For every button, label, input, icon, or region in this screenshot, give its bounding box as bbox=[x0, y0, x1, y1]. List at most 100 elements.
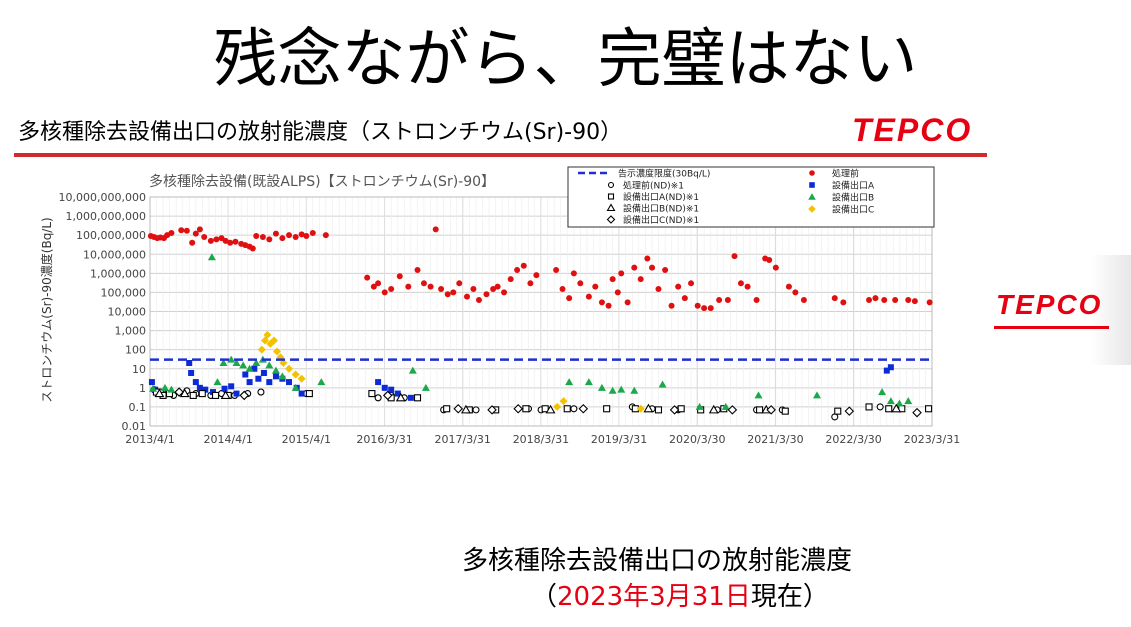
data-point bbox=[432, 226, 439, 233]
data-point bbox=[189, 239, 196, 246]
decorative-shade bbox=[1090, 255, 1131, 365]
legend-label: 設備出口A(ND)※1 bbox=[623, 191, 699, 203]
data-point bbox=[737, 280, 744, 287]
data-point bbox=[245, 364, 254, 372]
legend-label: 設備出口A bbox=[832, 180, 875, 192]
data-point bbox=[405, 283, 412, 290]
data-point bbox=[278, 372, 287, 380]
data-point bbox=[232, 359, 241, 367]
data-point bbox=[812, 391, 821, 399]
data-point bbox=[189, 391, 197, 399]
data-point bbox=[584, 378, 593, 386]
data-point bbox=[374, 394, 382, 402]
data-point bbox=[273, 347, 282, 356]
data-point bbox=[541, 405, 549, 413]
y-tick-label: 10 bbox=[132, 363, 146, 376]
date-highlight: 2023年3月31日 bbox=[557, 582, 751, 612]
data-point bbox=[394, 390, 401, 397]
data-point bbox=[221, 385, 228, 392]
data-point bbox=[265, 361, 274, 369]
x-tick-label: 2018/3/31 bbox=[513, 433, 569, 446]
legend-swatch bbox=[607, 181, 615, 189]
data-point bbox=[178, 227, 185, 234]
data-point bbox=[253, 233, 260, 240]
chart-title: 多核種除去設備(既設ALPS)【ストロンチウム(Sr)-90】 bbox=[149, 173, 495, 190]
data-point bbox=[222, 237, 229, 244]
x-tick-label: 2013/4/1 bbox=[125, 433, 174, 446]
data-point bbox=[522, 405, 530, 413]
data-point bbox=[285, 364, 294, 373]
data-point bbox=[388, 286, 395, 293]
data-point bbox=[701, 305, 708, 312]
data-point bbox=[766, 405, 776, 415]
data-point bbox=[876, 403, 884, 411]
data-point bbox=[438, 286, 445, 293]
data-point bbox=[490, 286, 497, 293]
data-point bbox=[644, 255, 651, 262]
data-point bbox=[597, 383, 606, 391]
date-open: （ bbox=[531, 582, 558, 612]
data-point bbox=[566, 295, 573, 302]
y-axis-label: ストロンチウム(Sr)-90濃度(Bq/L) bbox=[39, 217, 54, 402]
data-point bbox=[688, 280, 695, 287]
data-point bbox=[154, 388, 165, 398]
data-point bbox=[501, 289, 508, 296]
data-point bbox=[904, 397, 913, 405]
data-point bbox=[382, 390, 393, 401]
data-point bbox=[227, 355, 236, 363]
data-point bbox=[800, 297, 807, 304]
data-point bbox=[592, 283, 599, 290]
data-point bbox=[617, 385, 626, 393]
data-point bbox=[375, 280, 382, 287]
data-point bbox=[872, 295, 879, 302]
y-tick-label: 1,000,000 bbox=[90, 267, 146, 280]
data-point bbox=[570, 270, 577, 277]
data-point bbox=[198, 390, 206, 398]
data-point bbox=[233, 390, 240, 397]
data-point bbox=[298, 231, 305, 238]
data-point bbox=[895, 399, 904, 407]
data-point bbox=[261, 336, 270, 345]
data-point bbox=[865, 403, 873, 411]
chart-grid bbox=[149, 196, 933, 427]
data-point bbox=[912, 407, 922, 418]
data-point bbox=[618, 270, 625, 277]
data-point bbox=[831, 413, 839, 421]
data-point bbox=[168, 229, 175, 236]
data-point bbox=[605, 302, 612, 309]
data-point bbox=[721, 402, 730, 410]
y-tick-label: 100 bbox=[125, 344, 146, 357]
data-point bbox=[654, 406, 663, 414]
data-point bbox=[483, 291, 490, 298]
legend-swatch bbox=[606, 203, 616, 212]
data-point bbox=[246, 379, 253, 386]
data-point bbox=[271, 366, 280, 374]
data-point bbox=[887, 364, 894, 371]
data-point bbox=[716, 297, 723, 304]
data-point bbox=[291, 383, 300, 391]
data-point bbox=[207, 237, 214, 244]
data-point bbox=[192, 379, 199, 386]
data-point bbox=[609, 276, 616, 283]
data-point bbox=[255, 375, 262, 382]
data-point bbox=[707, 305, 714, 312]
data-point bbox=[263, 330, 272, 339]
logo-underline bbox=[994, 326, 1109, 329]
data-point bbox=[649, 264, 656, 271]
data-point bbox=[201, 234, 208, 241]
legend-label: 処理前(ND)※1 bbox=[623, 180, 684, 192]
data-point bbox=[396, 273, 403, 280]
data-point bbox=[364, 274, 371, 281]
data-point bbox=[213, 378, 222, 386]
y-tick-label: 10,000 bbox=[108, 306, 147, 319]
data-point bbox=[494, 283, 501, 290]
data-point bbox=[926, 299, 933, 306]
y-tick-label: 100,000 bbox=[101, 286, 147, 299]
data-point bbox=[668, 302, 675, 309]
data-point bbox=[192, 230, 199, 237]
legend-label: 設備出口C bbox=[832, 204, 874, 216]
data-point bbox=[840, 299, 847, 306]
data-point bbox=[754, 391, 763, 399]
data-point bbox=[413, 394, 422, 402]
data-point bbox=[213, 236, 220, 243]
